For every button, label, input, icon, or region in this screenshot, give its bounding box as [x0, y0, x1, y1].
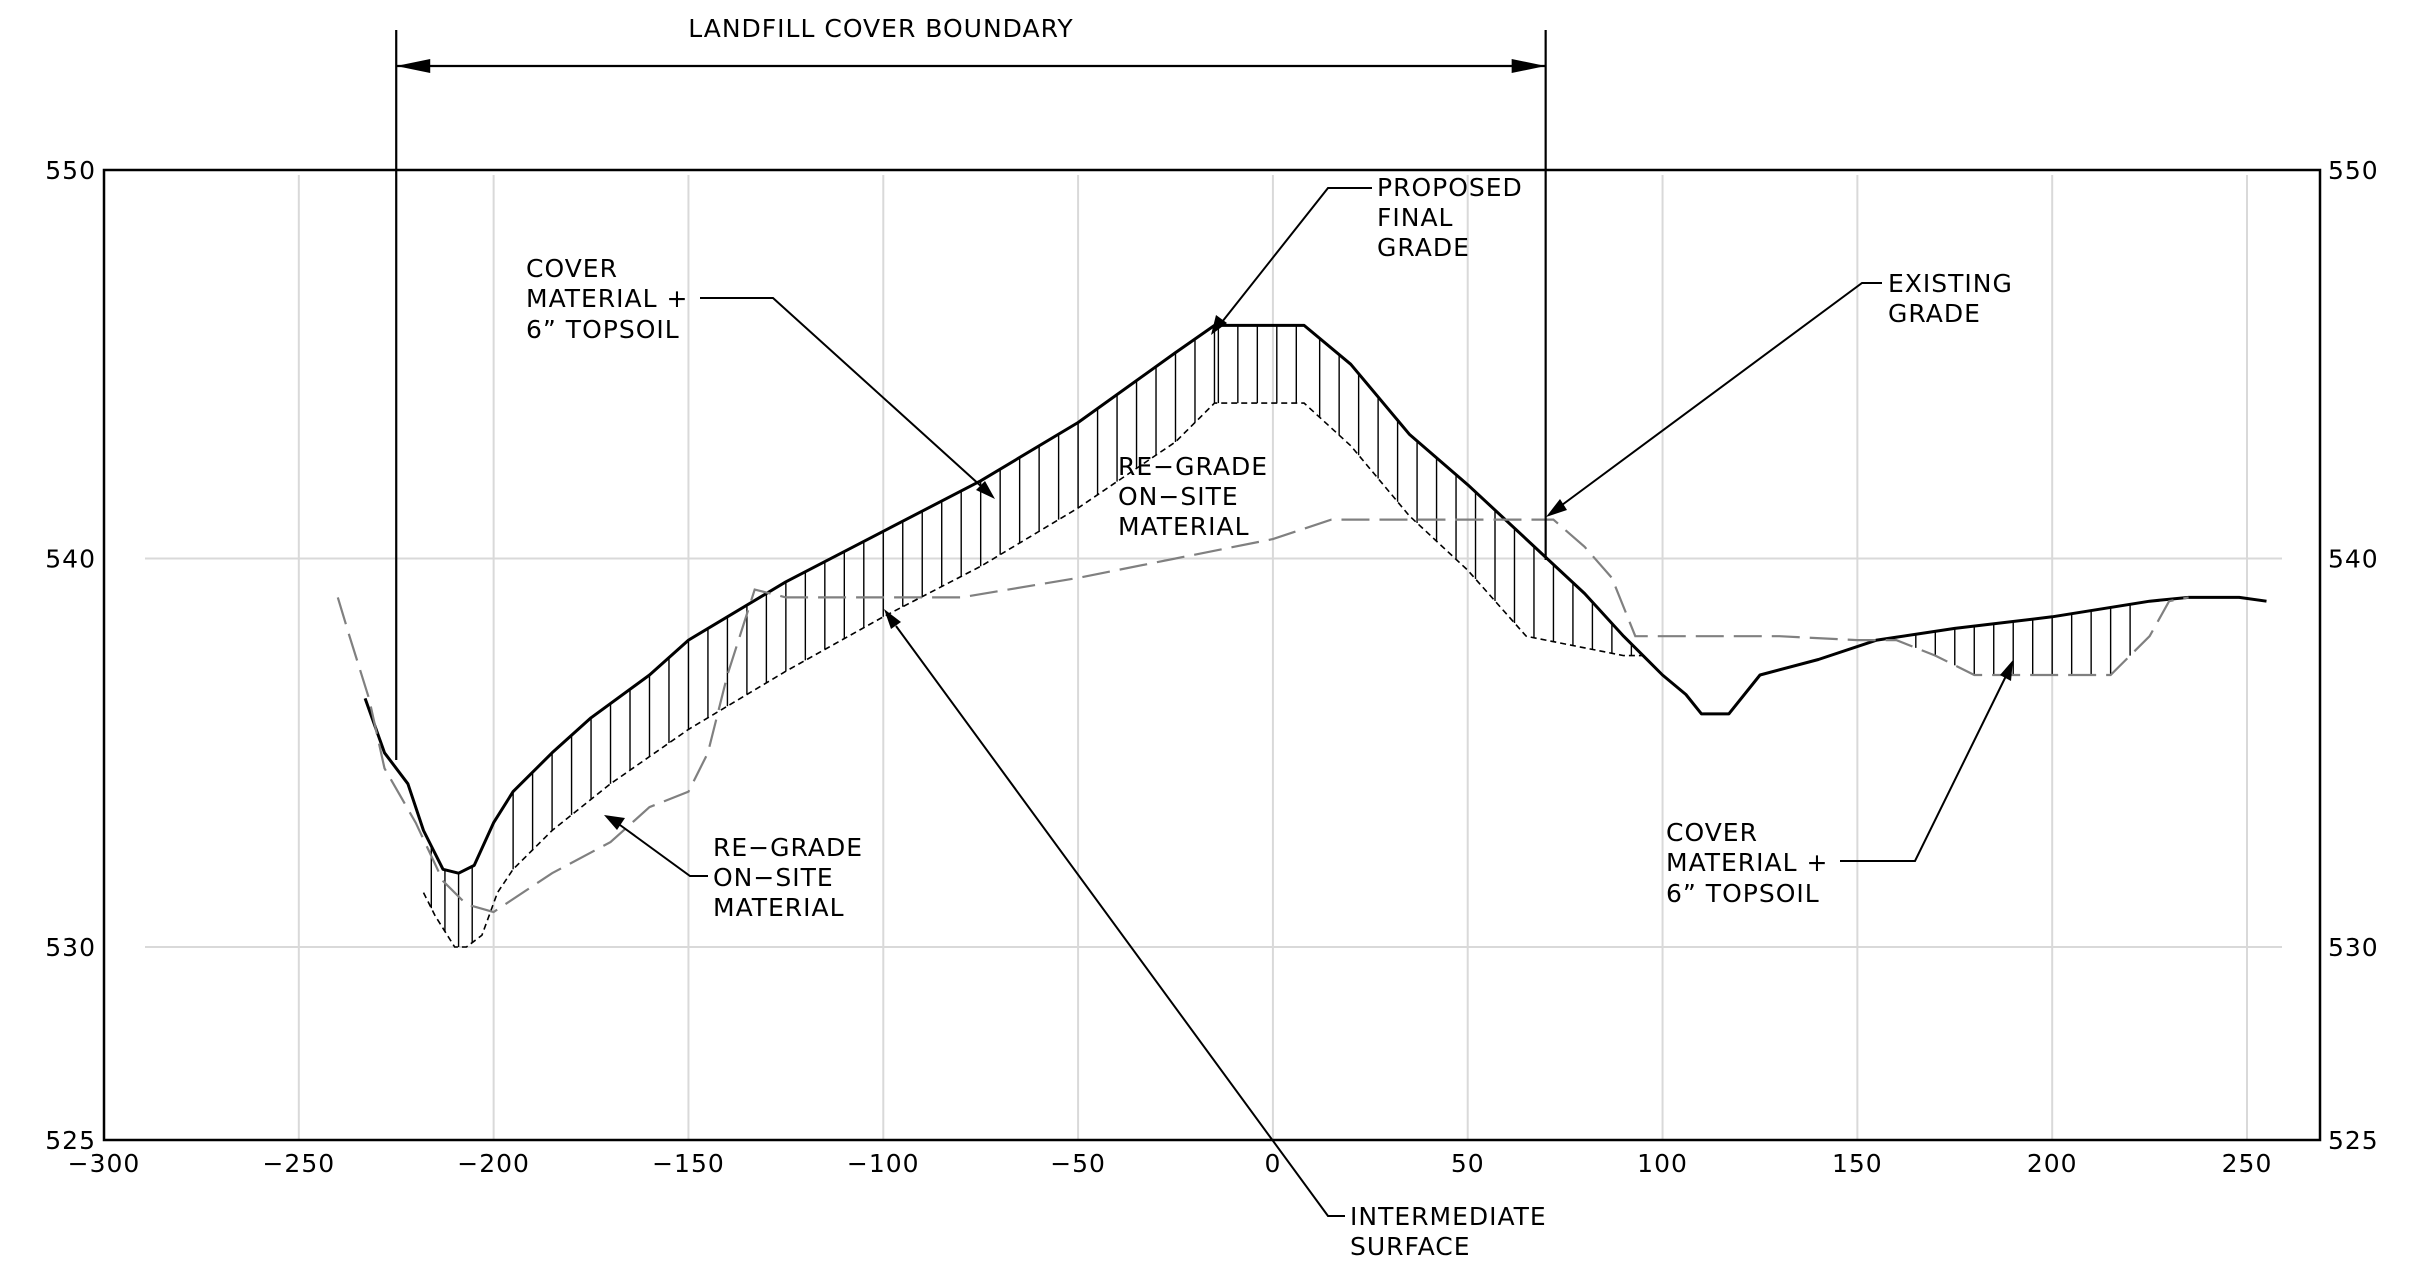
annotation-regrade-upper: RE−GRADE ON−SITE MATERIAL: [1118, 452, 1268, 541]
annotation-intermediate-surface: INTERMEDIATE SURFACE: [884, 609, 1547, 1261]
label-regrade-upper-line3: MATERIAL: [1118, 512, 1250, 541]
label-regrade-lower-line1: RE−GRADE: [713, 833, 863, 862]
boundary-label: LANDFILL COVER BOUNDARY: [688, 14, 1073, 43]
x-tick-label: 150: [1832, 1149, 1883, 1178]
label-cover-right-line1: COVER: [1666, 818, 1758, 847]
label-regrade-lower-line3: MATERIAL: [713, 893, 845, 922]
label-cover-left-line2: MATERIAL +: [526, 284, 688, 313]
leader-cover-left: [700, 297, 983, 488]
y-tick-label-left: 530: [45, 933, 96, 962]
arrow-proposed-final-grade: [1211, 315, 1227, 335]
existing-grade-line: [336, 518, 2189, 914]
y-tick-label-right: 525: [2328, 1126, 2379, 1155]
label-cover-left-line3: 6” TOPSOIL: [526, 315, 680, 344]
y-tick-label-right: 550: [2328, 156, 2379, 185]
boundary-arrow-left: [396, 59, 431, 73]
y-tick-label-left: 550: [45, 156, 96, 185]
x-tick-label: 100: [1637, 1149, 1688, 1178]
hatching: [430, 325, 2131, 947]
leader-existing-grade: [1561, 282, 1882, 506]
label-intermediate-line2: SURFACE: [1350, 1232, 1471, 1256]
landfill-boundary: LANDFILL COVER BOUNDARY: [395, 14, 1547, 760]
y-tick-label-left: 525: [45, 1126, 96, 1155]
x-tick-label: −150: [652, 1149, 725, 1178]
label-existing-line2: GRADE: [1888, 299, 1981, 328]
label-proposed-line3: GRADE: [1377, 233, 1470, 262]
y-tick-label-right: 540: [2328, 545, 2379, 574]
arrow-regrade-lower: [604, 815, 625, 830]
x-tick-label: 200: [2027, 1149, 2078, 1178]
tick-labels: −300 −250 −200 −150 −100 −50 0 50 100 150 200 250 52…: [45, 156, 2379, 1178]
annotation-cover-left: COVER MATERIAL + 6” TOPSOIL: [526, 254, 995, 499]
plot-frame: [102, 168, 2322, 1142]
x-tick-label: 50: [1451, 1149, 1485, 1178]
x-tick-label: −50: [1050, 1149, 1106, 1178]
annotation-cover-right: COVER MATERIAL + 6” TOPSOIL: [1666, 660, 2013, 908]
arrow-existing-grade: [1546, 499, 1567, 517]
label-intermediate-line1: INTERMEDIATE: [1350, 1202, 1547, 1231]
label-regrade-upper-line1: RE−GRADE: [1118, 452, 1268, 481]
x-tick-label: −300: [68, 1149, 141, 1178]
annotation-proposed-final-grade: PROPOSED FINAL GRADE: [1211, 173, 1523, 335]
label-existing-line1: EXISTING: [1888, 269, 2013, 298]
arrow-cover-left: [976, 481, 995, 499]
profile-lines: [336, 323, 2267, 948]
annotation-existing-grade: EXISTING GRADE: [1546, 269, 2013, 517]
label-regrade-lower-line2: ON−SITE: [713, 863, 834, 892]
annotation-regrade-lower: RE−GRADE ON−SITE MATERIAL: [604, 815, 863, 922]
label-proposed-line2: FINAL: [1377, 203, 1453, 232]
arrow-intermediate-surface: [884, 609, 901, 629]
x-tick-label: −100: [847, 1149, 920, 1178]
x-tick-label: −200: [457, 1149, 530, 1178]
label-cover-right-line2: MATERIAL +: [1666, 848, 1828, 877]
leader-regrade-lower: [619, 824, 708, 877]
proposed-final-grade-line: [363, 323, 2267, 875]
grid-lines: [145, 175, 2282, 1140]
y-tick-label-right: 530: [2328, 933, 2379, 962]
label-cover-left-line1: COVER: [526, 254, 618, 283]
leader-intermediate-surface: [895, 625, 1345, 1217]
label-cover-right-line3: 6” TOPSOIL: [1666, 879, 1820, 908]
leader-proposed-final-grade: [1221, 187, 1372, 323]
boundary-arrow-right: [1511, 59, 1546, 73]
leader-cover-right: [1840, 675, 2007, 862]
x-tick-label: 0: [1264, 1149, 1281, 1178]
y-tick-label-left: 540: [45, 545, 96, 574]
x-tick-label: 250: [2222, 1149, 2273, 1178]
label-regrade-upper-line2: ON−SITE: [1118, 482, 1239, 511]
label-proposed-line1: PROPOSED: [1377, 173, 1523, 202]
intermediate-surface-line: [422, 402, 1664, 948]
arrow-cover-right: [2000, 660, 2013, 681]
x-tick-label: −250: [262, 1149, 335, 1178]
